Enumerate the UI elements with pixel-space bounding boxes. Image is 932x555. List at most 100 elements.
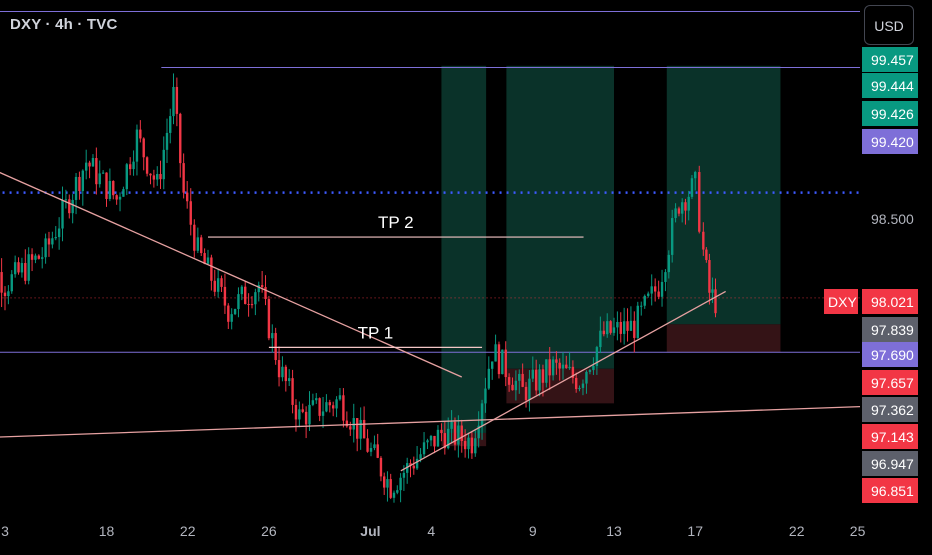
candle-body-22 (51, 238, 54, 245)
candle-body-101 (318, 398, 321, 416)
candle-body-149 (480, 403, 484, 426)
candle-body-172 (558, 362, 561, 369)
candle-body-189 (616, 321, 619, 328)
candle-body-121 (386, 479, 389, 488)
price-badge-label-11: 96.947 (871, 456, 914, 472)
position-target-zone-2 (506, 65, 614, 369)
candle-body-177 (574, 377, 578, 390)
candle-body-86 (267, 299, 271, 339)
candle-body-129 (412, 465, 415, 469)
candle-body-150 (484, 388, 487, 404)
candle-body-195 (636, 305, 639, 338)
candle-body-76 (233, 309, 237, 315)
candle-body-134 (429, 435, 433, 441)
candle-body-95 (298, 409, 301, 420)
candle-body-157 (507, 377, 511, 385)
candle-body-119 (379, 457, 383, 477)
candle-body-112 (356, 418, 359, 439)
candle-body-142 (457, 425, 460, 445)
candle-body-153 (494, 344, 497, 362)
candle-body-27 (68, 199, 71, 214)
candle-body-105 (331, 405, 335, 409)
price-badge-1 (862, 47, 918, 72)
candle-body-194 (633, 320, 636, 338)
candle-body-12 (17, 262, 20, 273)
price-badge-3 (862, 101, 918, 126)
price-badge-label-7: 97.690 (871, 347, 914, 363)
candle-body-77 (237, 294, 240, 310)
candle-body-169 (548, 359, 551, 376)
candle-body-166 (538, 369, 541, 391)
candle-body-14 (24, 263, 27, 281)
candle-body-17 (34, 255, 37, 260)
candle-body-31 (81, 170, 85, 192)
candle-body-97 (304, 411, 308, 425)
candle-body-111 (352, 418, 355, 430)
candle-body-34 (91, 158, 95, 167)
candle-body-156 (504, 349, 507, 378)
symbol-title: DXY · 4h · TVC (10, 16, 118, 33)
candle-body-207 (677, 208, 681, 214)
candle-body-218 (714, 289, 717, 314)
candle-body-125 (399, 477, 402, 491)
trend-line-1 (0, 171, 463, 378)
candle-body-167 (541, 369, 545, 383)
x-tick-label-4: 26 (261, 523, 277, 539)
candle-body-168 (545, 359, 548, 383)
candle-body-41 (115, 195, 118, 200)
price-badge-10 (862, 424, 918, 449)
candle-body-144 (463, 441, 467, 450)
candle-body-72 (220, 278, 223, 287)
position-target-zone-1 (441, 65, 487, 433)
candle-body-106 (335, 399, 338, 409)
annotation-label-1: TP 2 (378, 213, 414, 232)
candle-body-98 (308, 404, 311, 425)
candle-body-198 (647, 293, 650, 296)
candle-body-185 (602, 330, 606, 335)
x-tick-label-6: 4 (427, 523, 435, 539)
candle-body-68 (206, 257, 210, 264)
candle-body-152 (491, 361, 494, 369)
candle-body-38 (105, 172, 108, 199)
candle-body-107 (338, 395, 342, 400)
candle-body-205 (670, 218, 674, 255)
candle-body-78 (240, 286, 244, 295)
candle-body-57 (169, 116, 172, 133)
candle-body-187 (609, 321, 612, 333)
candle-body-163 (528, 378, 531, 401)
candle-body-103 (325, 402, 328, 412)
candle-body-138 (443, 433, 447, 449)
x-tick-label-11: 25 (850, 523, 866, 539)
position-stop-zone-2 (506, 368, 614, 404)
x-tick-label-1: 3 (1, 523, 9, 539)
candle-body-61 (182, 163, 185, 193)
price-badge-9 (862, 397, 918, 422)
candle-body-123 (392, 492, 396, 498)
candle-body-197 (643, 295, 646, 306)
candle-body-102 (321, 411, 325, 416)
candle-body-9 (7, 291, 10, 297)
candle-body-36 (98, 173, 101, 185)
candle-body-211 (690, 178, 694, 197)
candle-body-28 (71, 199, 74, 214)
candle-body-115 (366, 438, 369, 452)
price-badge-label-12: 96.851 (871, 483, 914, 499)
candle-body-43 (122, 189, 125, 197)
price-badge-label-9: 97.362 (871, 402, 914, 418)
candle-body-94 (294, 404, 298, 420)
candle-body-171 (555, 359, 558, 363)
candle-body-155 (501, 349, 504, 375)
candle-body-48 (139, 129, 142, 139)
candle-body-151 (487, 368, 491, 389)
candle-body-62 (185, 192, 189, 202)
price-badge-label-6: 97.839 (871, 322, 914, 338)
candle-body-215 (705, 249, 708, 260)
currency-button[interactable]: USD (864, 5, 914, 45)
candle-body-140 (450, 421, 453, 429)
candle-body-82 (254, 292, 257, 305)
candle-body-7 (0, 272, 3, 293)
candle-body-55 (162, 149, 165, 180)
candle-body-186 (606, 321, 609, 335)
